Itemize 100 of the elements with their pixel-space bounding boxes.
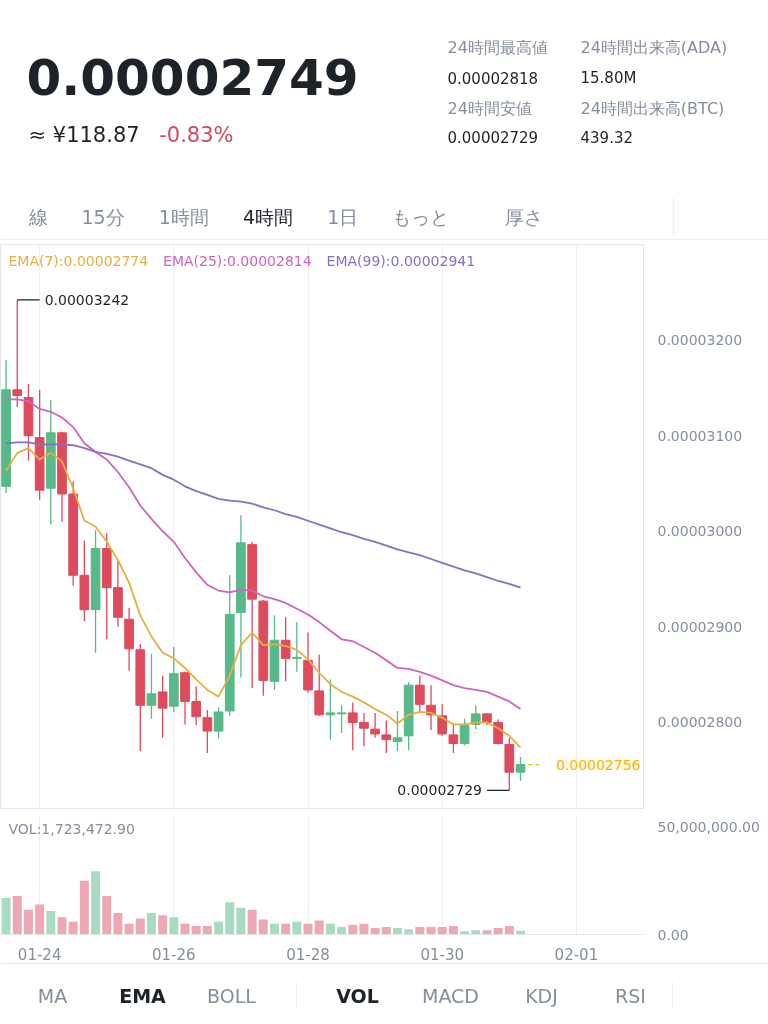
bar xyxy=(426,926,436,935)
x-tick-label: 02-01 xyxy=(554,945,599,964)
line-series xyxy=(5,441,522,589)
text: MACD xyxy=(422,984,479,1007)
text: 24時間出来高(BTC) xyxy=(580,99,725,118)
bar xyxy=(12,895,22,935)
text: ≈ ¥118.87 xyxy=(28,122,140,147)
bar xyxy=(247,909,257,935)
bar xyxy=(482,930,492,935)
text: BOLL xyxy=(207,984,257,1007)
text: RSI xyxy=(615,984,646,1007)
bar xyxy=(404,929,414,935)
bar xyxy=(281,923,291,935)
bar xyxy=(437,926,447,935)
x-tick-label: 01-30 xyxy=(420,945,465,964)
text: 1時間 xyxy=(158,205,209,228)
ref-line-label: 0.00002756 xyxy=(555,756,641,773)
bar xyxy=(370,928,380,935)
bar xyxy=(68,921,78,935)
bar xyxy=(146,913,156,935)
candlestick xyxy=(213,706,224,740)
text: EMA(99):0.00002941 xyxy=(326,252,476,269)
bar xyxy=(191,925,201,935)
text: VOL xyxy=(336,984,379,1007)
annotation: 0.00003242 xyxy=(44,291,130,308)
x-tick-label: 01-24 xyxy=(17,945,62,964)
text: 24時間最高値 xyxy=(447,38,548,57)
candlestick xyxy=(414,674,425,713)
candlestick xyxy=(470,704,481,730)
line-series xyxy=(5,398,522,710)
bar xyxy=(325,923,335,935)
text: 24時間安値 xyxy=(447,99,532,118)
text: KDJ xyxy=(525,984,558,1007)
bar xyxy=(381,926,391,935)
bar xyxy=(169,917,179,935)
chart-title: VOL:1,723,472.90 xyxy=(8,820,135,837)
candlestick xyxy=(336,704,347,734)
candlestick xyxy=(291,621,302,673)
candlestick xyxy=(392,710,403,752)
candlestick xyxy=(448,723,459,754)
text: 15分 xyxy=(81,205,125,228)
bar xyxy=(46,910,56,935)
bar xyxy=(415,926,425,935)
bar xyxy=(79,880,89,935)
bar xyxy=(202,925,212,935)
bar xyxy=(448,925,458,935)
bar xyxy=(158,915,168,935)
line-series xyxy=(5,447,522,749)
candlestick xyxy=(314,653,325,717)
candlestick xyxy=(280,616,291,683)
candlestick xyxy=(370,712,380,739)
bar xyxy=(236,907,246,935)
text: -0.83% xyxy=(159,122,234,147)
bar xyxy=(214,921,224,935)
bar xyxy=(504,925,514,935)
y-tick-label: 50,000,000.00 xyxy=(657,819,760,836)
bar xyxy=(225,902,235,935)
text: 1日 xyxy=(327,205,359,228)
candlestick xyxy=(515,756,526,782)
bar xyxy=(393,928,402,935)
y-tick-label: 0.00002800 xyxy=(657,714,743,731)
bar xyxy=(270,923,279,935)
bar xyxy=(91,871,101,935)
y-tick-label: 0.00 xyxy=(657,926,689,943)
bar xyxy=(471,930,481,935)
bar xyxy=(493,928,503,935)
candlestick xyxy=(202,709,213,754)
candlestick xyxy=(157,674,168,739)
x-tick-label: 01-26 xyxy=(152,945,196,964)
text: 0.00002729 xyxy=(447,128,539,147)
bar xyxy=(124,923,134,935)
y-tick-label: 0.00002900 xyxy=(657,618,743,635)
text: 439.32 xyxy=(580,128,633,147)
bar xyxy=(292,921,302,935)
bar xyxy=(348,924,358,935)
text: 厚さ xyxy=(505,205,544,228)
bar xyxy=(460,931,470,935)
text: 15.80M xyxy=(580,68,637,87)
bar xyxy=(23,909,33,935)
annotation: 0.00002729 xyxy=(397,782,482,799)
bar xyxy=(359,923,369,935)
y-tick-label: 0.00003100 xyxy=(657,427,743,444)
bar xyxy=(258,919,268,935)
text: EMA(25):0.00002814 xyxy=(163,252,312,269)
candlestick xyxy=(381,719,392,754)
bar xyxy=(1,898,11,935)
text: MA xyxy=(37,984,68,1007)
bar xyxy=(102,895,112,935)
text: 0.00002818 xyxy=(447,69,539,88)
bar xyxy=(113,913,123,935)
text: 4時間 xyxy=(242,205,294,228)
text: 24時間出来高(ADA) xyxy=(580,38,728,57)
bar xyxy=(135,918,145,935)
bar xyxy=(35,904,45,935)
candlestick xyxy=(146,652,157,720)
text: 線 xyxy=(27,205,48,228)
text: もっと xyxy=(392,205,450,228)
candlestick xyxy=(12,299,23,408)
bar xyxy=(314,920,324,935)
candlestick xyxy=(437,703,448,737)
